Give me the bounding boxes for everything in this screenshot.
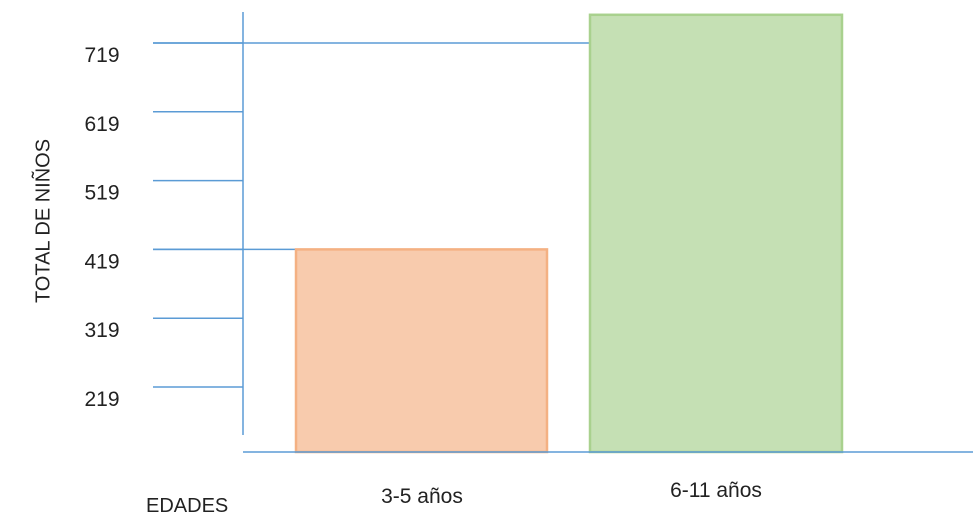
y-tick-label: 519 — [84, 182, 119, 205]
y-tick-label: 719 — [84, 44, 119, 67]
x-axis-title: EDADES — [146, 495, 228, 517]
bar-2 — [588, 13, 844, 454]
y-axis-ticks: 219 319 419 519 619 719 — [84, 42, 243, 411]
y-tick-label: 619 — [84, 113, 119, 136]
category-label: 3-5 años — [381, 485, 463, 508]
y-tick-label: 419 — [84, 250, 119, 273]
bar-1 — [294, 248, 549, 454]
y-tick-label: 219 — [84, 388, 119, 411]
bars — [294, 13, 844, 454]
y-axis-title: TOTAL DE NIÑOS — [30, 139, 54, 303]
x-axis-categories: 3-5 años 6-11 años — [381, 479, 762, 508]
category-label: 6-11 años — [670, 479, 762, 502]
bar-guide-lines — [153, 42, 590, 251]
y-tick-label: 319 — [84, 319, 119, 342]
